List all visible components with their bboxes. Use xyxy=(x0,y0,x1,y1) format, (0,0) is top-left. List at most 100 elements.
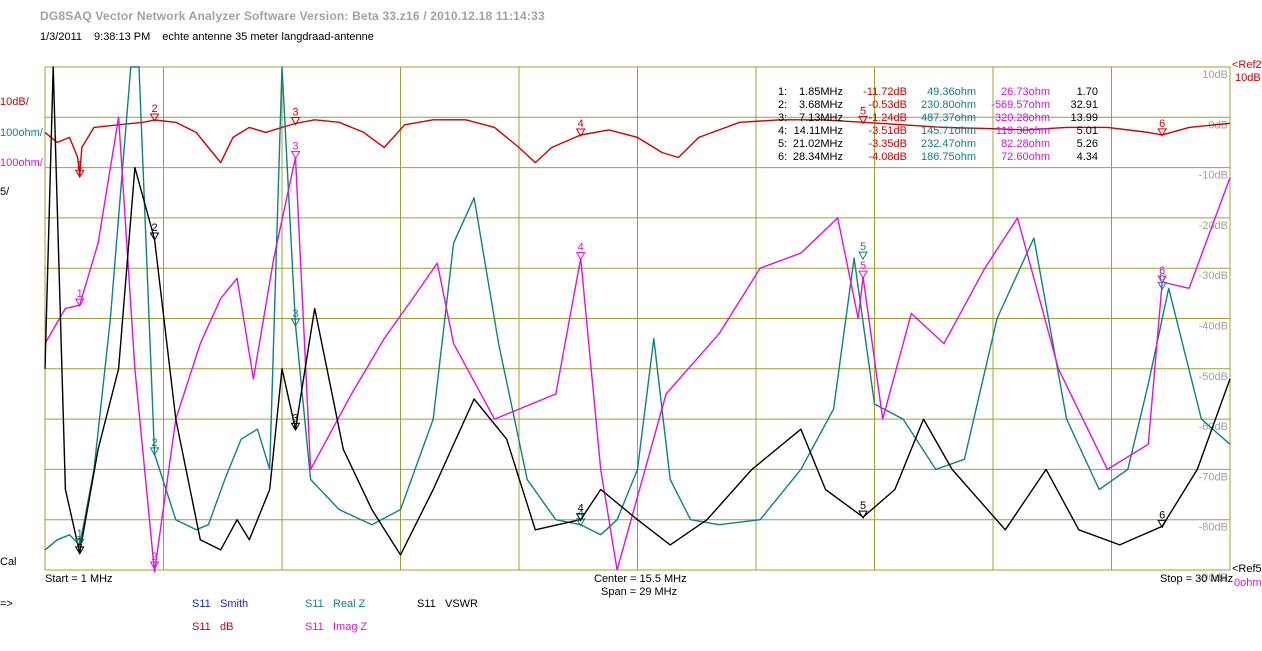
marker-triangle xyxy=(290,150,301,160)
stop-frequency: Stop = 30 MHz xyxy=(1160,573,1234,585)
marker-triangle xyxy=(858,510,868,520)
marker-triangle xyxy=(1157,275,1168,284)
marker-triangle xyxy=(575,251,586,261)
legend-item-db[interactable]: S11 dB xyxy=(192,621,233,633)
marker-table-imag: -569.57ohm xyxy=(991,99,1050,111)
vswr-scale-label: 5/ xyxy=(0,186,10,198)
marker-table-real: 487.37ohm xyxy=(920,112,976,124)
marker-triangle xyxy=(149,447,160,456)
trace-vswr xyxy=(44,66,1231,556)
cal-label: Cal xyxy=(0,556,17,568)
db-tick-label: -20dB xyxy=(1199,220,1228,232)
legend-trace-name: Smith xyxy=(220,598,249,610)
marker-table-freq: 1.85MHz xyxy=(798,86,843,98)
marker-table-imag: 320.28ohm xyxy=(994,112,1050,124)
marker-table-db: -1.24dB xyxy=(868,112,907,124)
marker-table-imag: 119.38ohm xyxy=(995,125,1050,137)
marker-label: 3 xyxy=(292,107,298,119)
marker-table-freq: 21.02MHz xyxy=(792,138,843,150)
db-tick-label: 0dB xyxy=(1208,119,1228,131)
db-tick-label: -50dB xyxy=(1199,371,1228,383)
legend-port: S11 xyxy=(192,598,211,610)
marker-triangle xyxy=(575,513,586,522)
legend-trace-name: VSWR xyxy=(445,598,478,610)
marker-table-real: 232.47ohm xyxy=(920,138,976,150)
trace-db xyxy=(44,119,1231,177)
marker-table-vswr: 5.26 xyxy=(1076,138,1098,150)
marker-label: 6 xyxy=(1159,509,1165,521)
marker-label: 2 xyxy=(151,437,157,449)
marker-triangle xyxy=(290,422,301,432)
marker-label: 5 xyxy=(860,241,866,253)
marker-triangle xyxy=(149,113,160,122)
marker-table-vswr: 13.99 xyxy=(1070,112,1098,124)
app-title: DG8SAQ Vector Network Analyzer Software … xyxy=(40,9,545,23)
measurement-time: 9:38:13 PM xyxy=(94,31,151,43)
imag-scale-label: 100ohm/ xyxy=(0,157,43,169)
marker-triangle xyxy=(290,117,301,126)
db-tick-label: -70dB xyxy=(1199,471,1228,483)
span-frequency: Span = 29 MHz xyxy=(601,586,678,598)
db-tick-label: -40dB xyxy=(1199,321,1228,333)
legend-item-smith[interactable]: S11 Smith xyxy=(192,598,248,610)
marker-label: 1 xyxy=(77,159,83,171)
marker-table-imag: 82.28ohm xyxy=(1001,138,1050,150)
legend-trace-name: Real Z xyxy=(333,598,366,610)
marker-table-n: 5: xyxy=(778,138,788,150)
marker-triangle xyxy=(858,115,868,125)
marker-triangle xyxy=(149,561,160,571)
ref-bottom-value: 0ohm xyxy=(1234,577,1262,589)
marker-label: 1 xyxy=(77,528,83,540)
marker-triangle xyxy=(149,232,160,242)
marker-triangle xyxy=(74,538,85,548)
marker-triangle xyxy=(290,318,301,328)
marker-table-real: 230.80ohm xyxy=(920,99,976,111)
marker-triangle xyxy=(74,546,85,555)
marker-label: 3 xyxy=(292,308,298,320)
db-tick-label: -10dB xyxy=(1199,170,1228,182)
marker-table-db: -11.72dB xyxy=(863,86,907,98)
measurement-description: echte antenne 35 meter langdraad-antenne xyxy=(162,31,374,43)
marker-label: 2 xyxy=(151,103,157,115)
marker-table-n: 3: xyxy=(778,112,788,124)
ref-top-value: 10dB xyxy=(1235,72,1261,84)
command-prompt[interactable]: => xyxy=(0,598,13,610)
measurement-date: 1/3/2011 xyxy=(40,31,83,43)
marker-table-vswr: 5.01 xyxy=(1076,125,1098,137)
marker-triangle xyxy=(575,518,586,527)
marker-table-db: -4.08dB xyxy=(868,151,907,163)
legend-port: S11 xyxy=(417,598,436,610)
marker-table-freq: 28.34MHz xyxy=(792,151,843,163)
marker-triangle xyxy=(1157,128,1168,137)
marker-label: 6 xyxy=(1159,265,1165,277)
marker-table-vswr: 4.34 xyxy=(1076,151,1098,163)
marker-triangle xyxy=(1157,519,1168,529)
marker-triangle xyxy=(858,251,868,261)
marker-triangle xyxy=(858,270,868,280)
legend-item-vswr[interactable]: S11 VSWR xyxy=(417,598,478,610)
marker-table-n: 4: xyxy=(778,125,788,137)
marker-label: 2 xyxy=(151,222,157,234)
marker-label: 4 xyxy=(578,503,584,515)
marker-label: 1 xyxy=(77,536,83,548)
marker-table-freq: 3.68MHz xyxy=(798,99,843,111)
legend-item-imag-z[interactable]: S11 Imag Z xyxy=(305,621,367,633)
measurement-info: 1/3/2011 9:38:13 PM echte antenne 35 meter… xyxy=(40,31,386,43)
marker-table-vswr: 32.91 xyxy=(1070,99,1098,111)
marker-table-db: -3.35dB xyxy=(868,138,907,150)
legend-port: S11 xyxy=(192,621,211,633)
marker-label: 2 xyxy=(151,551,157,563)
db-tick-label: -90dB xyxy=(1199,572,1228,584)
legend-item-real-z[interactable]: S11 Real Z xyxy=(305,598,365,610)
legend-port: S11 xyxy=(305,598,324,610)
db-scale-label: 10dB/ xyxy=(0,96,29,108)
marker-label: 4 xyxy=(578,241,584,253)
marker-table-real: 186.75ohm xyxy=(920,151,976,163)
marker-label: 3 xyxy=(292,412,298,424)
db-tick-label: -80dB xyxy=(1199,522,1228,534)
marker-table-real: 145.71ohm xyxy=(920,125,976,137)
marker-table-freq: 7.13MHz xyxy=(798,112,843,124)
marker-table-n: 6: xyxy=(778,151,788,163)
marker-triangle xyxy=(575,128,586,137)
